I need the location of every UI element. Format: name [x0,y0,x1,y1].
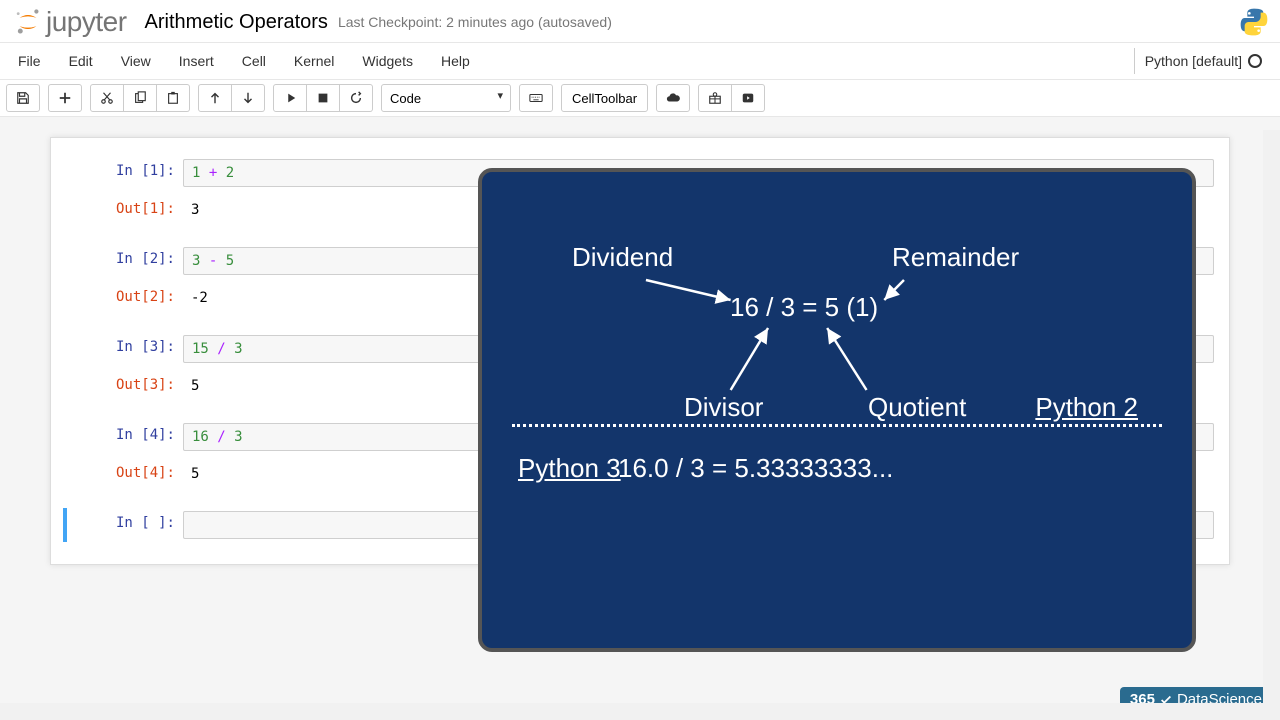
stop-icon [316,91,330,105]
jupyter-logo-text: jupyter [46,6,127,38]
header: jupyter Arithmetic Operators Last Checkp… [0,0,1280,43]
keyboard-icon [529,91,543,105]
explanation-overlay: Dividend Remainder 16 / 3 = 5 (1) Diviso… [478,168,1196,652]
arrow-down-icon [241,91,255,105]
restart-icon [349,91,363,105]
kernel-name: Python [default] [1145,53,1242,69]
celltoolbar-button[interactable]: CellToolbar [561,84,648,112]
notebook-name[interactable]: Arithmetic Operators [145,11,328,34]
overlay-divider [512,424,1162,427]
in-prompt: In [3]: [63,335,183,363]
in-prompt: In [2]: [63,247,183,275]
presentation-icon [741,91,755,105]
out-prompt: Out[1]: [63,197,183,223]
label-dividend: Dividend [572,242,673,273]
paste-button[interactable] [157,84,190,112]
run-icon [283,91,297,105]
menu-kernel[interactable]: Kernel [280,43,348,79]
menu-view[interactable]: View [107,43,165,79]
command-palette-button[interactable] [519,84,553,112]
label-divisor: Divisor [684,392,763,423]
presentation-button[interactable] [732,84,765,112]
cloud-upload-button[interactable] [656,84,690,112]
save-icon [16,91,30,105]
cloud-upload-icon [666,91,680,105]
python-logo-icon [1238,6,1270,38]
overlay-top: Dividend Remainder 16 / 3 = 5 (1) Diviso… [512,196,1162,416]
menu-file[interactable]: File [4,43,55,79]
out-prompt: Out[3]: [63,373,183,399]
copy-icon [133,91,147,105]
jupyter-logo: jupyter [14,6,127,38]
kernel-status-icon [1248,54,1262,68]
vertical-scrollbar[interactable] [1263,130,1280,703]
out-prompt: Out[2]: [63,285,183,311]
run-button[interactable] [273,84,307,112]
interrupt-button[interactable] [307,84,340,112]
horizontal-scrollbar[interactable] [0,703,1280,720]
menu-insert[interactable]: Insert [165,43,228,79]
out-prompt: Out[4]: [63,461,183,487]
arrow-up-icon [208,91,222,105]
label-python3: Python 3 [518,453,621,484]
paste-icon [166,91,180,105]
copy-button[interactable] [124,84,157,112]
label-remainder: Remainder [892,242,1019,273]
label-quotient: Quotient [868,392,966,423]
checkpoint-text: Last Checkpoint: 2 minutes ago (autosave… [338,14,612,30]
plus-icon [58,91,72,105]
menu-help[interactable]: Help [427,43,484,79]
menu-cell[interactable]: Cell [228,43,280,79]
gift-button[interactable] [698,84,732,112]
equation-bottom: 16.0 / 3 = 5.33333333... [618,453,893,484]
in-prompt: In [1]: [63,159,183,187]
add-cell-button[interactable] [48,84,82,112]
menubar: File Edit View Insert Cell Kernel Widget… [0,43,1280,80]
save-button[interactable] [6,84,40,112]
move-down-button[interactable] [232,84,265,112]
cut-button[interactable] [90,84,124,112]
restart-button[interactable] [340,84,373,112]
toolbar: Code CellToolbar [0,80,1280,117]
cut-icon [100,91,114,105]
overlay-bottom: 16.0 / 3 = 5.33333333... Python 3 [512,453,1162,484]
move-up-button[interactable] [198,84,232,112]
gift-icon [708,91,722,105]
equation-top: 16 / 3 = 5 (1) [730,292,878,323]
label-python2: Python 2 [1035,392,1138,423]
in-prompt: In [4]: [63,423,183,451]
celltype-select[interactable]: Code [381,84,511,112]
menu-edit[interactable]: Edit [55,43,107,79]
in-prompt: In [ ]: [67,511,183,539]
jupyter-logo-icon [14,8,42,36]
kernel-indicator: Python [default] [1134,48,1276,74]
menu-widgets[interactable]: Widgets [348,43,427,79]
